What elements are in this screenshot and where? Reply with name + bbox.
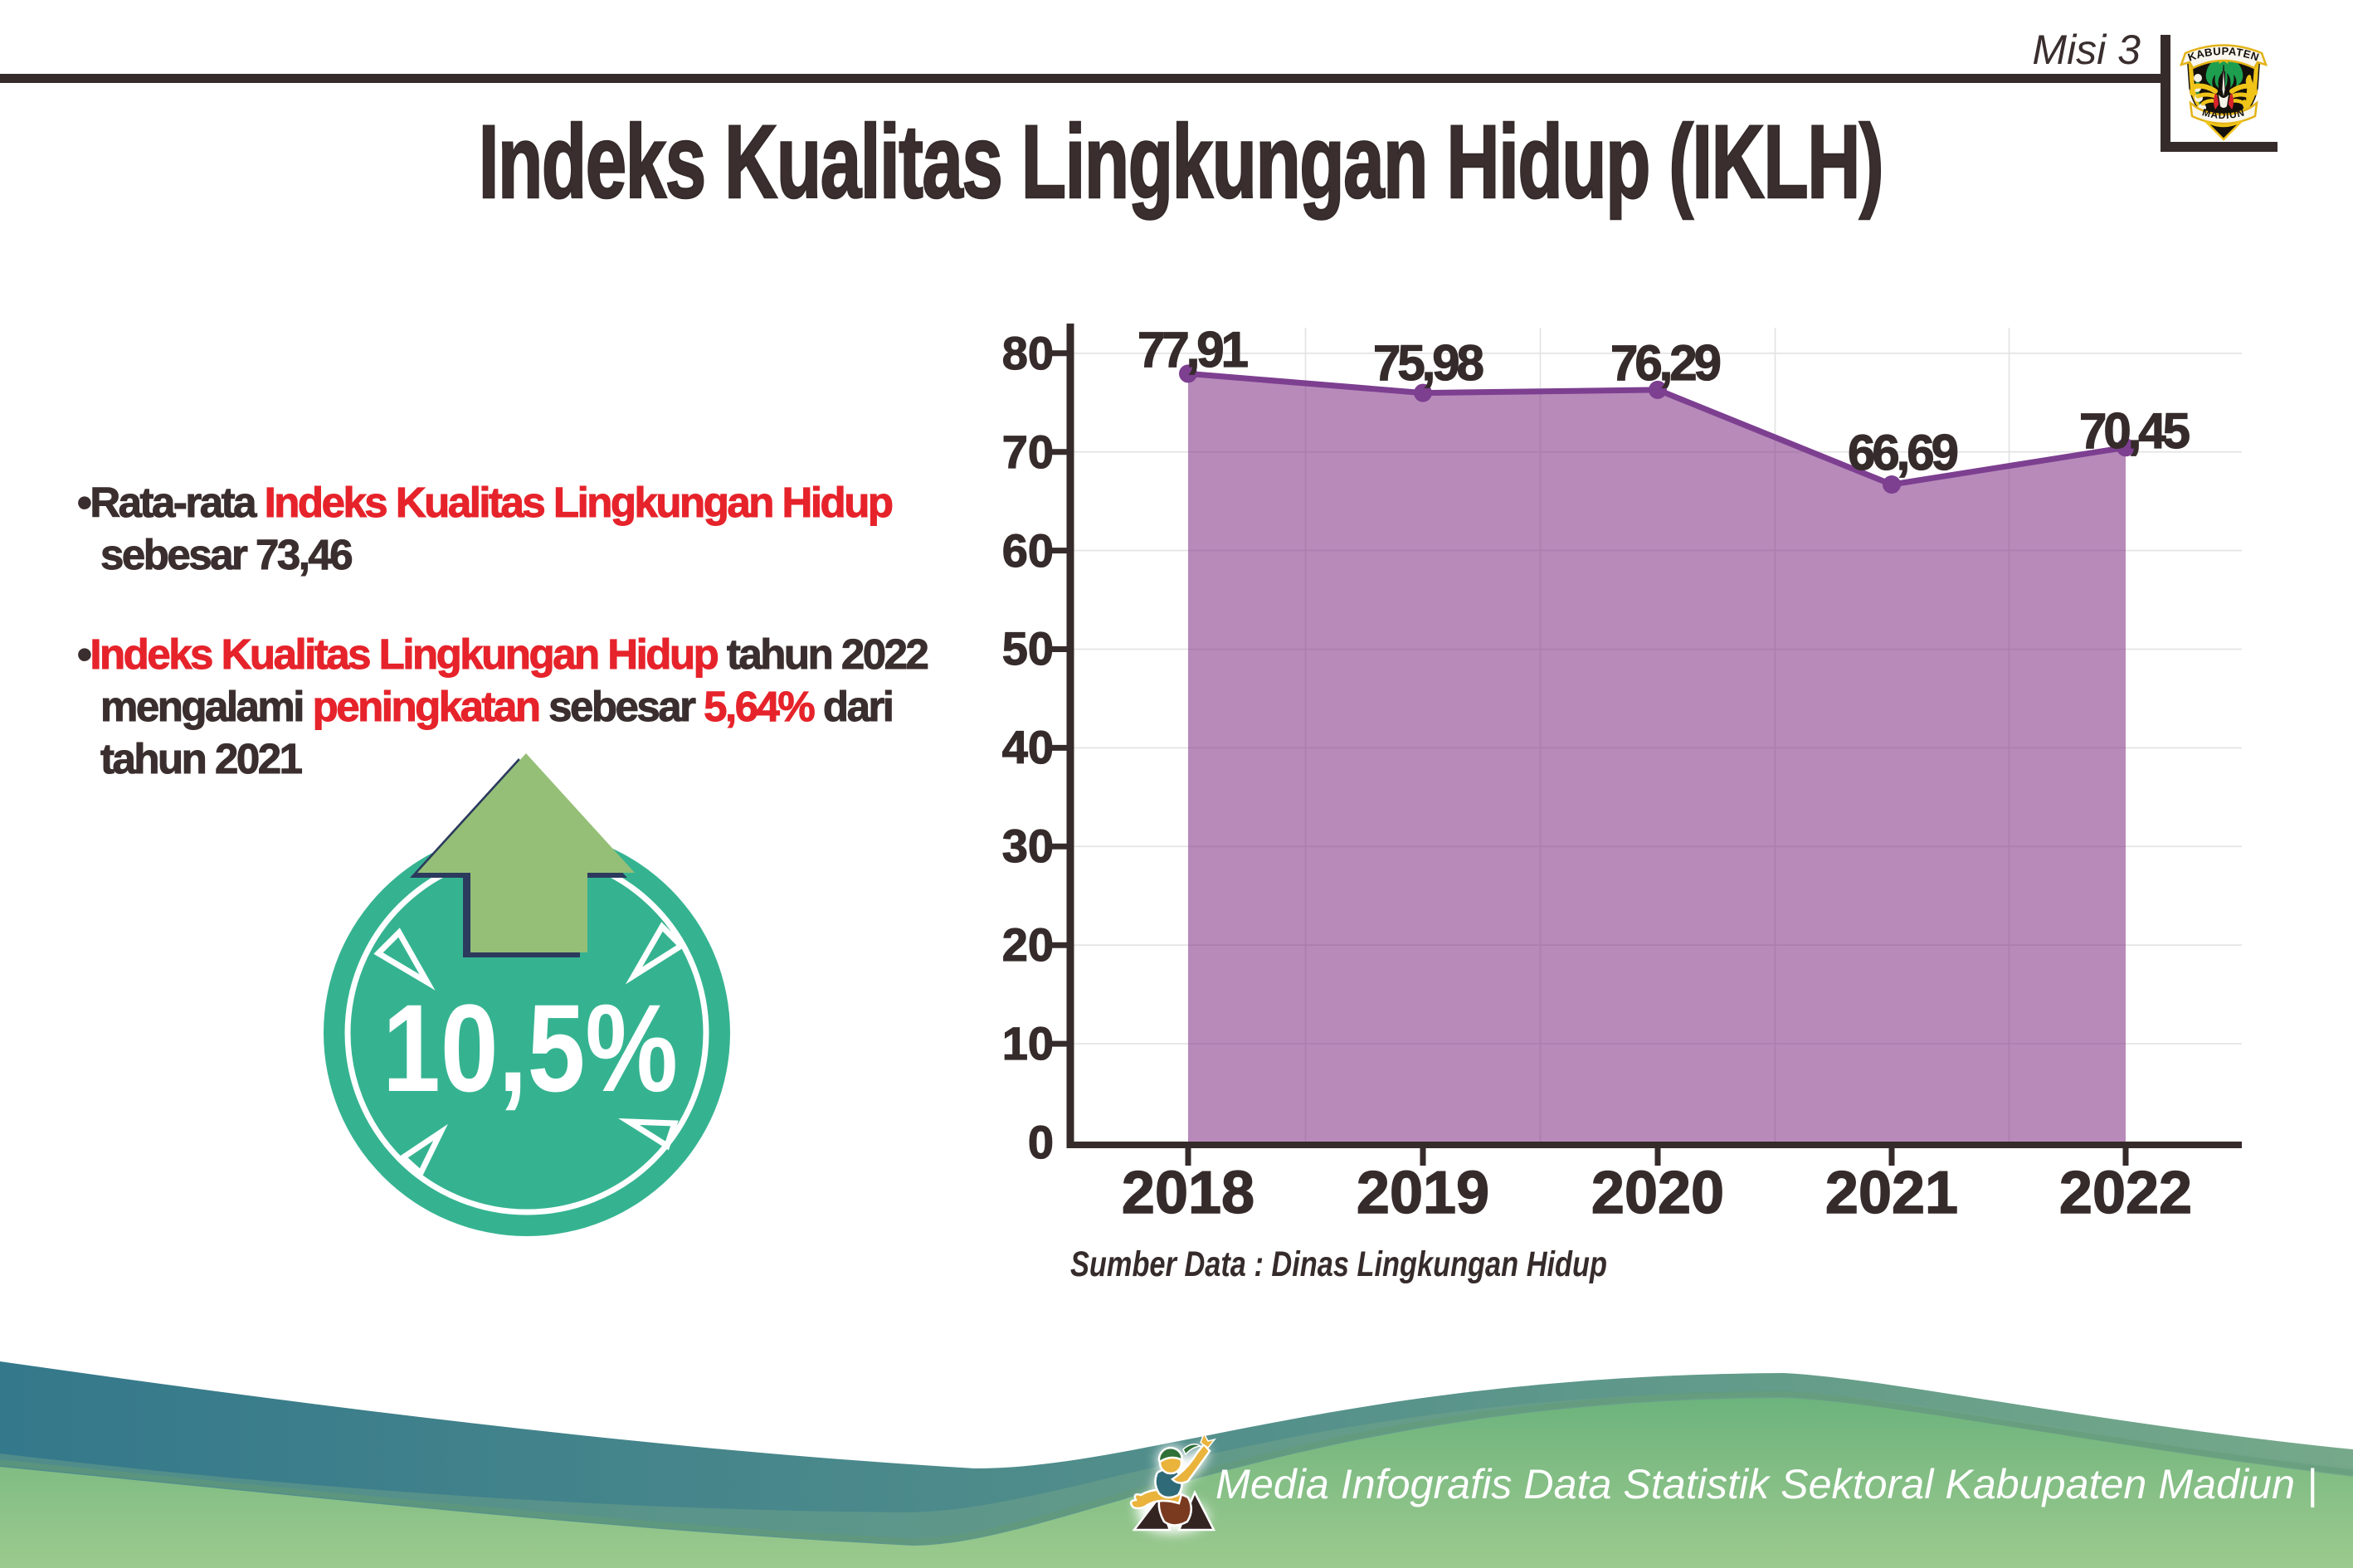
svg-text:77,91: 77,91: [1138, 322, 1249, 377]
svg-text:2020: 2020: [1591, 1160, 1724, 1226]
svg-text:75,98: 75,98: [1373, 335, 1484, 391]
svg-text:MADIUN: MADIUN: [2201, 106, 2247, 121]
svg-text:76,29: 76,29: [1610, 335, 1722, 391]
svg-text:60: 60: [1002, 524, 1054, 577]
svg-text:40: 40: [1002, 721, 1054, 773]
svg-text:80: 80: [1002, 327, 1054, 379]
svg-text:20: 20: [1002, 918, 1054, 971]
svg-text:66,69: 66,69: [1848, 425, 1959, 480]
svg-text:KABUPATEN: KABUPATEN: [2186, 45, 2261, 64]
svg-text:Sumber Data : Dinas Lingkungan: Sumber Data : Dinas Lingkungan Hidup: [1070, 1244, 1607, 1284]
svg-text:2018: 2018: [1122, 1160, 1254, 1226]
svg-text:50: 50: [1002, 622, 1054, 674]
svg-text:0: 0: [1028, 1116, 1054, 1168]
svg-text:10,5%: 10,5%: [382, 978, 678, 1118]
svg-text:2022: 2022: [2059, 1160, 2192, 1226]
svg-text:2021: 2021: [1825, 1160, 1958, 1226]
svg-text:30: 30: [1002, 820, 1054, 872]
svg-text:10: 10: [1002, 1017, 1054, 1069]
svg-text:70,45: 70,45: [2079, 403, 2190, 459]
svg-text:2019: 2019: [1357, 1160, 1489, 1226]
svg-text:70: 70: [1002, 426, 1054, 478]
svg-text:Media Infografis Data Statisti: Media Infografis Data Statistik Sektoral…: [1215, 1461, 2317, 1508]
